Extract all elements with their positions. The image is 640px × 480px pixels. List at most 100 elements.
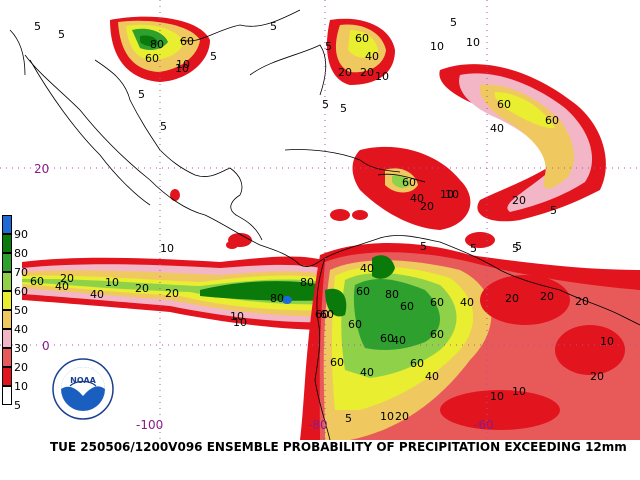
contour-label: 20 [360,66,374,79]
contour-label: 10 [233,316,247,329]
contour-label: 10 [176,58,190,71]
contour-label: 40 [460,296,474,309]
contour-label: 60 [320,308,334,321]
legend-label-80: 80 [14,247,28,260]
contour-label: 40 [360,262,374,275]
legend-label-30: 30 [14,342,28,355]
contour-label: 10 [430,40,444,53]
contour-label: 10 [175,62,189,75]
contour-label: 10 [490,390,504,403]
contour-label: 10 [380,410,394,423]
contour-label: 5 [34,20,41,33]
contour-label: 60 [497,98,511,111]
map-caption: TUE 250506/1200V096 ENSEMBLE PROBABILITY… [50,440,627,454]
legend-swatch-10 [2,367,12,386]
contour-label: 40 [55,280,69,293]
lat-label-20: 20 [34,162,50,176]
contour-label: 10 [160,242,174,255]
legend-swatch-50 [2,291,12,310]
contour-label: 20 [590,370,604,383]
contour-label: 80 [150,38,164,51]
contour-label: 10 [375,70,389,83]
legend-label-60: 60 [14,285,28,298]
legend-label-10: 10 [14,380,28,393]
lat-label-0: 0 [42,339,50,353]
legend-swatch-20 [2,348,12,367]
legend-swatch-40 [2,310,12,329]
contour-label: 10 [512,385,526,398]
contour-label: 80 [300,276,314,289]
contour-label: 10 [230,310,244,323]
contour-label: 40 [392,334,406,347]
legend-swatch-30 [2,329,12,348]
contour-label: 60 [315,308,329,321]
contour-label: 20 [338,66,352,79]
contour-label: 10 [600,335,614,348]
contour-label: 20 [420,200,434,213]
noaa-logo-text: NOAA [70,376,96,385]
contour-label: 5 [450,16,457,29]
legend-swatch-80 [2,234,12,253]
contour-label: 10 [466,36,480,49]
contour-label: 60 [430,328,444,341]
coastlines [9,9,640,441]
legend-label-90: 90 [14,228,28,241]
contour-label: 5 [270,20,277,33]
contour-label: 20 [135,282,149,295]
contour-label: 5 [340,102,347,115]
contour-label: 60 [180,35,194,48]
contour-label: 60 [400,300,414,313]
contour-label: 60 [30,275,44,288]
contour-label: 40 [365,50,379,63]
legend-label-20: 20 [14,361,28,374]
itcz-pacific-band [22,256,342,330]
scattered-cells [170,189,625,430]
contour-label: 60 [545,114,559,127]
legend-swatch-90 [2,215,12,234]
legend-label-50: 50 [14,304,28,317]
contour-label: 60 [348,318,362,331]
contour-label: 40 [90,288,104,301]
contour-label: 5 [325,40,332,53]
contour-label: 60 [410,357,424,370]
contour-label: 5 [550,204,557,217]
contour-label: 20 [512,194,526,207]
contour-label: 5 [470,242,477,255]
legend-swatch-70 [2,253,12,272]
contour-label: 5 [138,88,145,101]
contour-label: 40 [360,366,374,379]
contour-label: 5 [322,98,329,111]
lon-label-minus80: -80 [308,418,328,432]
legend-label-70: 70 [14,266,28,279]
lat-lon-grid [0,0,640,440]
contour-label: 60 [355,32,369,45]
contour-label: 20 [575,295,589,308]
contour-label: 60 [380,332,394,345]
contour-label: 5 [512,242,519,255]
contour-label: 5 [515,240,522,253]
contour-label: 10 [440,188,454,201]
legend-swatch-5 [2,386,12,405]
lon-label-minus60: -60 [474,418,494,432]
south-america-precip [300,242,640,440]
contour-label: 20 [395,410,409,423]
atlantic-precip [110,16,606,230]
contour-label: 10 [105,276,119,289]
contour-label: 20 [60,272,74,285]
contour-label: 60 [145,52,159,65]
contour-label: 40 [490,122,504,135]
contour-label: 5 [58,28,65,41]
lon-label-minus100: -100 [136,418,164,432]
legend-label-40: 40 [14,323,28,336]
contour-label: 40 [425,370,439,383]
legend-label-5: 5 [14,399,21,412]
noaa-logo: NOAA [52,358,114,420]
contour-label: 5 [420,240,427,253]
probability-color-legend: 90 80 70 60 50 40 30 20 10 5 [2,215,28,412]
contour-label: 60 [430,296,444,309]
contour-label: 5 [210,50,217,63]
contour-label: 60 [402,176,416,189]
contour-label: 5 [160,120,167,133]
